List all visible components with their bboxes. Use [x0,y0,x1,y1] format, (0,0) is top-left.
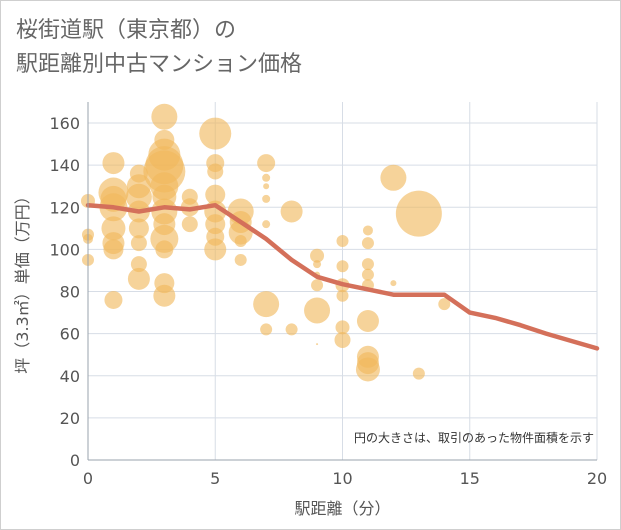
bubble-point-19 [127,267,150,290]
chart-title: 桜街道駅（東京都）の 駅距離別中古マンション価格 [16,14,302,82]
bubble-point-11 [104,290,123,309]
x-axis-title: 駅距離（分） [294,499,390,518]
bubble-point-68 [335,320,350,335]
y-tick-label-80: 80 [60,283,80,302]
bubble-point-20 [151,103,178,130]
bubble-point-53 [262,220,271,229]
bubble-point-72 [361,258,374,271]
bubble-layer [81,103,451,382]
bubble-point-82 [412,367,425,380]
x-tick-labels: 0 5 10 15 20 [83,469,607,488]
bubble-point-17 [130,235,147,252]
bubble-point-32 [153,284,176,307]
bubble-point-38 [207,163,224,180]
bubble-point-55 [260,323,273,336]
y-tick-label-160: 160 [49,114,80,133]
x-tick-label-10: 10 [332,469,352,488]
y-tick-label-40: 40 [60,367,80,386]
bubble-point-10 [103,239,124,260]
bubble-point-81 [395,190,442,237]
average-price-line [85,202,600,351]
bubble-point-65 [336,260,349,273]
bubble-point-30 [155,240,174,259]
bubble-point-75 [356,310,379,333]
bubble-point-64 [336,234,349,247]
x-tick-label-0: 0 [83,469,93,488]
bubble-point-61 [311,279,324,292]
y-axis-title: 坪（3.3㎡）単価（万円） [13,188,32,373]
bubble-point-48 [234,253,247,266]
bubble-point-78 [355,357,380,382]
x-tick-label-5: 5 [210,469,220,488]
bubble-point-63 [316,343,319,346]
bubble-point-58 [310,248,325,263]
bubble-point-47 [234,234,247,247]
bubble-point-35 [181,216,198,233]
bubble-point-83 [438,298,451,311]
bubble-point-49 [257,154,276,173]
bubble-point-52 [262,194,271,203]
chart-title-line-1: 桜街道駅（東京都）の [16,18,237,43]
bubble-point-71 [361,237,374,250]
y-tick-label-0: 0 [70,451,80,470]
y-tick-labels: 0 20 40 60 80 100 120 140 160 [49,114,80,470]
x-tick-label-20: 20 [587,469,607,488]
x-tick-label-15: 15 [460,469,480,488]
bubble-point-70 [362,225,373,236]
axes [87,102,597,461]
bubble-point-51 [263,183,270,190]
bubble-point-16 [128,218,149,239]
bubble-point-67 [336,289,349,302]
y-tick-label-20: 20 [60,409,80,428]
y-tick-label-60: 60 [60,325,80,344]
chart-title-line-2: 駅距離別中古マンション価格 [16,52,303,77]
bubble-point-79 [380,164,407,191]
bubble-point-59 [313,260,322,269]
y-tick-label-120: 120 [49,198,80,217]
trend-line-layer [85,202,600,351]
bubble-point-62 [304,297,331,324]
bubble-point-57 [285,323,298,336]
bubble-point-73 [361,268,374,281]
bubble-point-80 [390,280,397,287]
bubble-point-56 [280,200,303,223]
bubble-point-4 [102,152,125,175]
bubble-size-note: 円の大きさは、取引のあった物件面積を示す [354,430,594,445]
bubble-point-43 [204,238,227,261]
bubble-point-50 [262,173,271,182]
bubble-point-41 [205,214,226,235]
bubble-point-69 [334,331,351,348]
bubble-point-39 [205,184,226,205]
bubble-point-54 [253,291,280,318]
y-tick-label-140: 140 [49,156,80,175]
y-tick-label-100: 100 [49,240,80,259]
bubble-point-36 [199,117,232,150]
bubble-point-18 [130,256,147,273]
